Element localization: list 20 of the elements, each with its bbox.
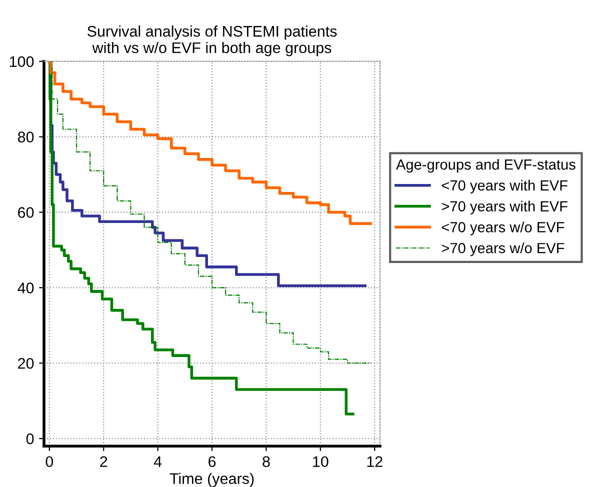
chart-title: Survival analysis of NSTEMI patients with vs w/o EVF in both age groups [87,26,337,56]
y-tick-label: 100 [10,56,34,68]
y-tick-label: 0 [26,433,34,444]
x-tick-label: 12 [367,456,382,467]
x-tick-label: 0 [46,456,54,468]
legend-label: <70 years with EVF [442,180,568,194]
x-tick-label: 4 [154,456,162,467]
legend-label: >70 years with EVF [442,200,568,214]
x-tick-label: 8 [262,456,270,468]
x-tick-label: 6 [208,456,216,468]
legend-label: <70 years w/o EVF [442,222,564,236]
legend-title: Age-groups and EVF-status [396,158,576,173]
y-tick-label: 80 [18,132,34,142]
y-tick-label: 60 [18,207,34,218]
x-tick-label: 2 [100,456,108,467]
y-tick-label: 20 [18,358,34,369]
x-tick-label: 10 [313,456,328,468]
y-tick-label: 40 [18,282,34,294]
legend-label: >70 years w/o EVF [442,242,564,256]
x-axis-title: Time (years) [170,472,254,487]
